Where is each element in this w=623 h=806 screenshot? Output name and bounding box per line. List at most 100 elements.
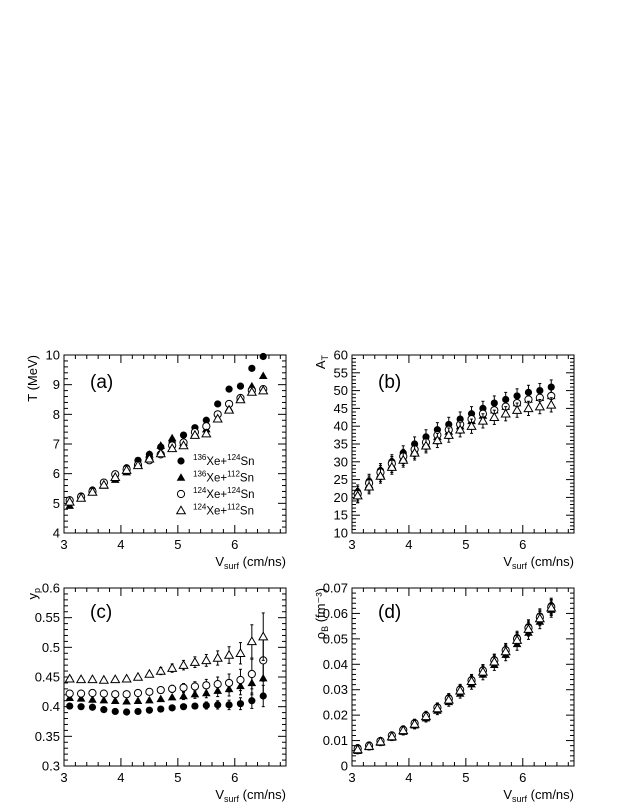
y-tick-label: 0.35 (35, 729, 60, 744)
y-axis-label-sub: T (320, 355, 330, 361)
series-open-triangle (352, 397, 557, 504)
data-point (363, 481, 375, 491)
data-point (375, 470, 386, 480)
series-filled-circle (66, 684, 267, 716)
data-point (145, 706, 153, 714)
x-tick-label: 5 (174, 537, 181, 552)
data-point (99, 689, 108, 698)
y-tick-label: 7 (53, 437, 60, 452)
legend-item: 136Xe+112Sn (176, 470, 254, 485)
data-point (189, 656, 201, 666)
data-point (201, 428, 212, 438)
data-point (202, 701, 210, 710)
series-filled-circle (354, 379, 555, 500)
data-point (534, 613, 546, 623)
legend-mass-a: 136 (193, 453, 207, 462)
data-point (179, 691, 188, 700)
y-tick-label: 30 (334, 454, 348, 469)
x-axis-label-tail: (cm/ns) (527, 787, 574, 802)
data-point (133, 688, 143, 698)
data-point (177, 457, 185, 465)
data-point (88, 695, 97, 703)
x-axis-label-main: V (215, 554, 224, 569)
data-point (178, 659, 189, 669)
data-point (398, 454, 409, 464)
legend-label: 136Xe+112Sn (193, 470, 254, 485)
data-point (202, 681, 211, 690)
legend-label-b: Sn (240, 506, 254, 518)
x-tick-label: 5 (462, 537, 469, 552)
data-point (236, 700, 245, 708)
data-point (500, 646, 511, 656)
y-tick-label: 40 (334, 419, 348, 434)
plot-frame (351, 587, 575, 767)
data-point (454, 424, 466, 434)
data-point (121, 673, 132, 683)
y-tick-label: 0.02 (323, 708, 348, 723)
data-point (76, 689, 86, 698)
data-point (110, 674, 121, 684)
data-point (133, 696, 143, 704)
y-tick-label: 0.06 (323, 606, 348, 621)
data-point (420, 440, 432, 450)
legend-item: 124Xe+112Sn (175, 503, 254, 518)
data-point (110, 696, 120, 704)
data-point (363, 740, 375, 750)
series-filled-triangle (353, 601, 556, 755)
data-point (132, 460, 144, 470)
x-axis-label-sub: surf (224, 561, 240, 571)
legend-label-a: Xe+ (206, 489, 227, 501)
series-open-triangle (64, 612, 269, 684)
series-filled-triangle (353, 388, 556, 504)
data-point (145, 695, 154, 704)
data-point (99, 695, 109, 704)
y-tick-label: 25 (334, 472, 348, 487)
legend-item: 136Xe+124Sn (177, 453, 255, 468)
y-tick-label: 0.6 (42, 581, 60, 596)
data-point (224, 678, 234, 688)
data-point (201, 655, 212, 665)
data-point (176, 473, 186, 481)
data-point (176, 489, 186, 499)
data-point (212, 413, 223, 423)
data-point (88, 703, 97, 711)
y-tick-label: 0.5 (42, 640, 60, 655)
legend-mass-b: 112 (227, 503, 240, 512)
data-point (156, 441, 166, 449)
data-point (144, 453, 155, 463)
data-point (167, 692, 177, 701)
y-tick-label: 60 (334, 348, 348, 363)
y-tick-label: 0.03 (323, 682, 348, 697)
data-point (214, 400, 222, 408)
data-point (191, 702, 199, 710)
data-point (225, 385, 233, 393)
data-point (122, 690, 131, 699)
data-point (189, 429, 201, 439)
x-tick-label: 5 (174, 770, 181, 785)
data-point (77, 703, 85, 711)
data-point (156, 694, 166, 703)
y-tick-label: 0.3 (42, 759, 60, 774)
data-point (223, 649, 235, 659)
panel-d: 3 4 5 6 0 0.01 0.02 0.03 0.04 0.05 0.06 0.07 Vsurf (… (313, 581, 575, 804)
data-point (409, 718, 420, 728)
data-point (443, 429, 454, 439)
x-tick-label: 4 (405, 770, 412, 785)
data-point (190, 689, 200, 698)
data-point (223, 404, 235, 414)
x-axis-label: Vsurf (cm/ns) (215, 787, 286, 804)
y-tick-label: 9 (53, 377, 60, 392)
data-point (179, 431, 188, 439)
x-axis-label-main: V (215, 787, 224, 802)
data-point (375, 736, 386, 746)
legend-item: 124Xe+124Sn (176, 486, 255, 501)
data-point (409, 447, 420, 457)
x-tick-label: 6 (519, 537, 526, 552)
series-open-triangle (64, 385, 269, 506)
data-point (111, 707, 119, 716)
y-tick-label: 10 (46, 348, 60, 363)
legend-label-b: Sn (241, 489, 255, 501)
legend-label: 136Xe+124Sn (193, 453, 255, 468)
data-point (66, 702, 74, 710)
